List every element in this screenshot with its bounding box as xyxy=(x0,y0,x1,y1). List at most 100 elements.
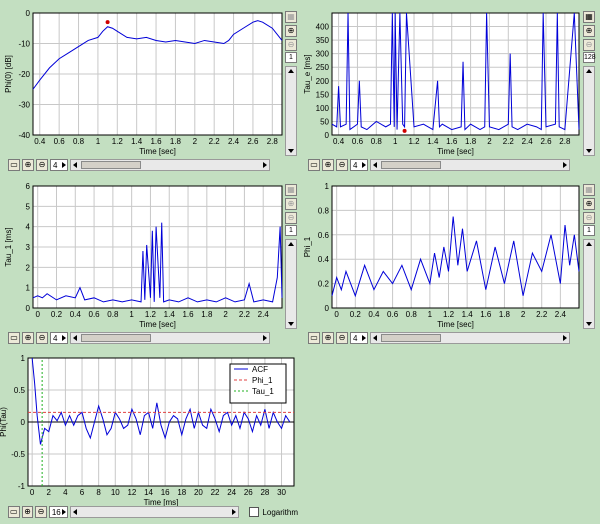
vertical-scrollbar[interactable] xyxy=(583,239,595,329)
zoom-in-icon[interactable]: ⊕ xyxy=(322,159,334,171)
x-tick-label: 0.8 xyxy=(107,310,119,319)
zoom-in-icon[interactable]: ⊕ xyxy=(21,506,34,518)
vertical-zoom-spin[interactable]: 1 xyxy=(285,225,297,236)
zoom-in-icon[interactable]: ⊕ xyxy=(22,159,34,171)
x-tick-label: 1.6 xyxy=(182,310,194,319)
x-tick-label: 2.4 xyxy=(555,310,567,319)
spin-value: 4 xyxy=(353,333,358,343)
x-tick-label: 2 xyxy=(487,137,492,146)
toolbar-2: ▭ ⊕ ⊖ 4 xyxy=(308,158,598,172)
side-controls-4: ▦ ⊕ ⊖ xyxy=(583,184,595,226)
vertical-zoom-spin[interactable]: 1 xyxy=(285,52,297,63)
y-tick-label: 0 xyxy=(325,131,330,140)
y-tick-label: 1 xyxy=(21,354,26,363)
x-axis-label: Time [sec] xyxy=(139,147,176,156)
legend-entry: ACF xyxy=(252,365,268,374)
chart-panel-4: 0 0.2 0.4 0.6 0.8 1 1.2 1.4 1.6 1.8 2 2.2 2.4 0 0.2 0.4… xyxy=(300,175,600,345)
vertical-zoom-spin[interactable]: 1 xyxy=(583,225,595,236)
fit-icon[interactable]: ▭ xyxy=(308,332,320,344)
y-tick-label: 0.4 xyxy=(318,255,330,264)
horizontal-scrollbar[interactable] xyxy=(370,332,570,344)
x-tick-label: 2.8 xyxy=(559,137,571,146)
y-tick-label: 250 xyxy=(316,63,330,72)
fit-icon[interactable]: ▭ xyxy=(8,506,20,518)
x-tick-label: 2 xyxy=(521,310,526,319)
horizontal-zoom-spin[interactable]: 4 xyxy=(50,159,68,171)
y-tick-label: -20 xyxy=(18,70,30,79)
checkbox-box[interactable] xyxy=(249,507,260,517)
horizontal-zoom-spin[interactable]: 16 xyxy=(48,506,69,518)
horizontal-zoom-spin[interactable]: 4 xyxy=(350,332,368,344)
pan-icon[interactable]: ▦ xyxy=(583,184,595,196)
y-tick-label: 0.8 xyxy=(318,206,330,215)
x-tick-label: 2 xyxy=(223,310,228,319)
x-axis-label: Time [ms] xyxy=(144,498,179,507)
plot-border xyxy=(331,12,580,136)
y-tick-label: 300 xyxy=(316,50,330,59)
x-tick-label: 16 xyxy=(161,488,170,497)
zoom-in-icon[interactable]: ⊕ xyxy=(285,25,297,37)
x-tick-label: 30 xyxy=(277,488,286,497)
chart-phi0: 0.4 0.6 0.8 1 1.2 1.4 1.6 1.8 2 2.2 2.4 2.6 2.8 0 -10 -… xyxy=(4,9,283,156)
side-controls-2: ▦ ⊕ ⊖ xyxy=(583,11,595,53)
x-tick-label: 0.4 xyxy=(70,310,82,319)
y-tick-label: 50 xyxy=(320,117,329,126)
zoom-in-icon[interactable]: ⊕ xyxy=(285,198,297,210)
x-tick-label: 0 xyxy=(334,310,339,319)
y-tick-label: 350 xyxy=(316,36,330,45)
horizontal-scrollbar[interactable] xyxy=(70,159,270,171)
x-tick-label: 1 xyxy=(428,310,433,319)
side-controls-3: ▦ ⊕ ⊖ xyxy=(285,184,297,226)
series-line-acf xyxy=(31,357,291,445)
zoom-out-icon[interactable]: ⊖ xyxy=(583,39,595,51)
legend-entry: Phi_1 xyxy=(252,376,273,385)
zoom-out-icon[interactable]: ⊖ xyxy=(285,39,297,51)
horizontal-scrollbar[interactable] xyxy=(70,506,240,518)
spin-value: 4 xyxy=(353,160,358,170)
spin-value: 4 xyxy=(53,333,58,343)
vertical-zoom-spin[interactable]: 128 xyxy=(583,52,596,63)
zoom-out-icon[interactable]: ⊖ xyxy=(285,212,297,224)
horizontal-zoom-spin[interactable]: 4 xyxy=(50,332,68,344)
zoom-in-icon[interactable]: ⊕ xyxy=(583,25,595,37)
x-tick-label: 8 xyxy=(96,488,101,497)
spin-value: 16 xyxy=(51,507,61,517)
zoom-out-icon[interactable]: ⊖ xyxy=(36,332,48,344)
legend: ACF Phi_1 Tau_1 xyxy=(229,363,287,404)
chart-panel-3: 0 0.2 0.4 0.6 0.8 1 1.2 1.4 1.6 1.8 2 2.2 2.4 0 1 2 3 4 5 6… xyxy=(0,175,298,345)
x-tick-label: 0.6 xyxy=(54,137,66,146)
x-tick-label: 0 xyxy=(35,310,40,319)
vertical-scrollbar[interactable] xyxy=(285,66,297,156)
zoom-out-icon[interactable]: ⊖ xyxy=(336,332,348,344)
x-tick-label: 1.2 xyxy=(145,310,157,319)
zoom-out-icon[interactable]: ⊖ xyxy=(583,212,595,224)
zoom-in-icon[interactable]: ⊕ xyxy=(583,198,595,210)
zoom-out-icon[interactable]: ⊖ xyxy=(336,159,348,171)
zoom-in-icon[interactable]: ⊕ xyxy=(22,332,34,344)
y-tick-label: 3 xyxy=(26,243,31,252)
x-tick-label: 6 xyxy=(80,488,85,497)
pan-icon[interactable]: ▦ xyxy=(285,11,297,23)
fit-icon[interactable]: ▭ xyxy=(8,159,20,171)
pan-icon[interactable]: ▦ xyxy=(583,11,595,23)
x-tick-label: 1.6 xyxy=(480,310,492,319)
y-tick-label: 0.2 xyxy=(318,280,330,289)
chart-panel-1: 0.4 0.6 0.8 1 1.2 1.4 1.6 1.8 2 2.2 2.4 2.6 2.8 0 -10 -… xyxy=(0,0,298,172)
fit-icon[interactable]: ▭ xyxy=(308,159,320,171)
horizontal-scrollbar[interactable] xyxy=(70,332,270,344)
zoom-out-icon[interactable]: ⊖ xyxy=(35,506,47,518)
toolbar-4: ▭ ⊕ ⊖ 4 xyxy=(308,331,598,345)
x-tick-label: 2.8 xyxy=(267,137,279,146)
horizontal-zoom-spin[interactable]: 4 xyxy=(350,159,368,171)
zoom-in-icon[interactable]: ⊕ xyxy=(322,332,334,344)
horizontal-scrollbar[interactable] xyxy=(370,159,570,171)
vertical-scrollbar[interactable] xyxy=(583,66,595,156)
fit-icon[interactable]: ▭ xyxy=(8,332,20,344)
zoom-out-icon[interactable]: ⊖ xyxy=(36,159,48,171)
x-tick-label: 1.8 xyxy=(201,310,213,319)
x-tick-label: 20 xyxy=(194,488,203,497)
logarithm-checkbox[interactable]: Logarithm xyxy=(249,507,298,517)
vertical-scrollbar[interactable] xyxy=(285,239,297,329)
pan-icon[interactable]: ▦ xyxy=(285,184,297,196)
x-tick-label: 22 xyxy=(211,488,220,497)
